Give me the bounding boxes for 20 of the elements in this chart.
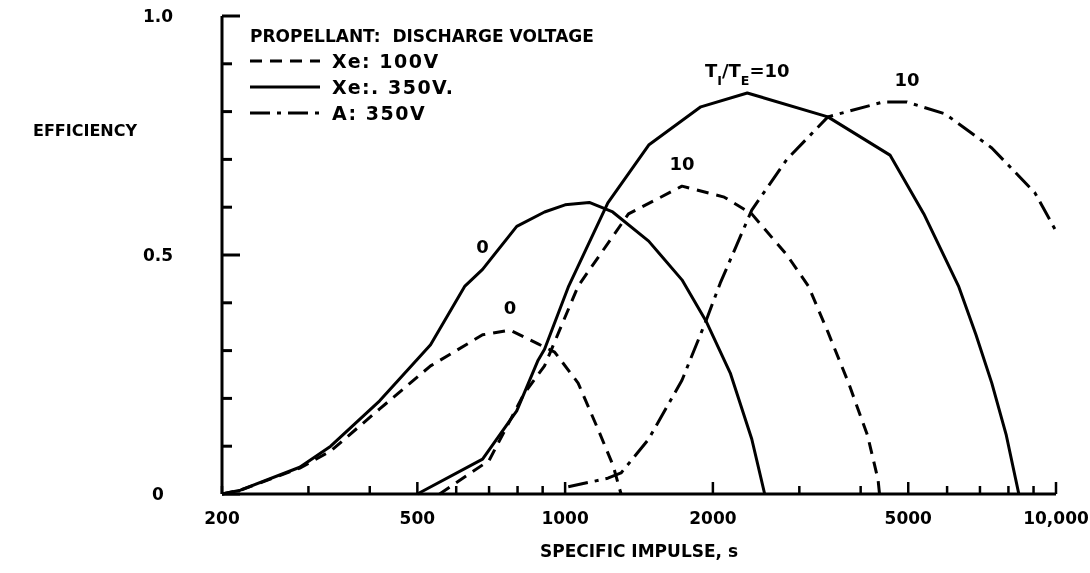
y-axis-title: EFFICIENCY	[32, 121, 138, 140]
legend-label: Xe:. 350V.	[332, 76, 455, 98]
annotation: 0	[503, 297, 517, 319]
x-axis-title: SPECIFIC IMPULSE, s	[539, 541, 739, 561]
annotation: T$_{I}$/T$_{E}$=10	[704, 59, 790, 88]
legend-label: A: 350V	[332, 102, 427, 124]
y-tick-label: 0.5	[142, 244, 174, 265]
x-tick-label: 200	[204, 508, 240, 528]
legend-title: PROPELLANT: DISCHARGE VOLTAGE	[250, 26, 594, 46]
x-tick-label: 2000	[689, 508, 737, 528]
x-tick-label: 500	[399, 508, 436, 528]
annotation: 0	[476, 236, 489, 258]
annotation: 10	[894, 69, 920, 91]
legend-label: Xe: 100V	[332, 50, 440, 72]
y-tick-label: 0	[152, 483, 165, 504]
x-tick-label: 10,000	[1023, 508, 1089, 528]
x-tick-label: 1000	[541, 508, 589, 528]
x-tick-label: 5000	[884, 508, 933, 528]
annotation: 10	[669, 153, 695, 175]
y-tick-label: 1.0	[142, 5, 174, 26]
